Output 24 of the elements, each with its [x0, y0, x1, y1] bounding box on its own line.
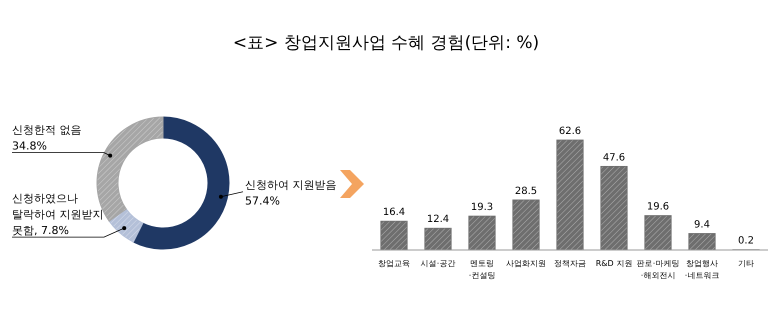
x-tick-label: 판로·마케팅 ·해외전시	[636, 259, 680, 280]
data-label: 62.6	[558, 126, 582, 137]
data-label: 34.8%	[12, 140, 47, 153]
x-tick-label: R&D 지원	[596, 259, 632, 268]
slice-label: 신청하였으나 탈락하여 지원받지 못함, 7.8%	[12, 192, 104, 238]
x-tick-label: 창업교육	[378, 259, 410, 268]
data-label: 0.2	[738, 236, 754, 247]
data-label: 19.6	[646, 202, 670, 213]
text: <표> 창업지원사업 수혜 경험(단위: %)	[232, 33, 540, 53]
slice-label: 신청하여 지원받음	[245, 178, 336, 192]
x-tick-label: 사업화지원	[506, 259, 546, 268]
data-label: 12.4	[426, 214, 450, 226]
slice-label: 신청한적 없음	[12, 124, 82, 137]
x-tick-label: 창업행사 ·네트워크	[684, 259, 720, 280]
x-tick-label: 시설·공간	[420, 259, 456, 268]
data-label: 19.3	[470, 202, 494, 214]
data-label: 16.4	[382, 207, 406, 218]
x-tick-label: 멘토링 ·컨설팅	[468, 259, 496, 280]
data-label: 9.4	[694, 219, 710, 230]
data-label: 47.6	[602, 152, 626, 164]
x-tick-label: 정책자금	[554, 259, 586, 268]
x-tick-label: 기타	[738, 259, 754, 268]
data-label: 28.5	[514, 186, 538, 197]
data-label: 57.4%	[245, 194, 280, 208]
